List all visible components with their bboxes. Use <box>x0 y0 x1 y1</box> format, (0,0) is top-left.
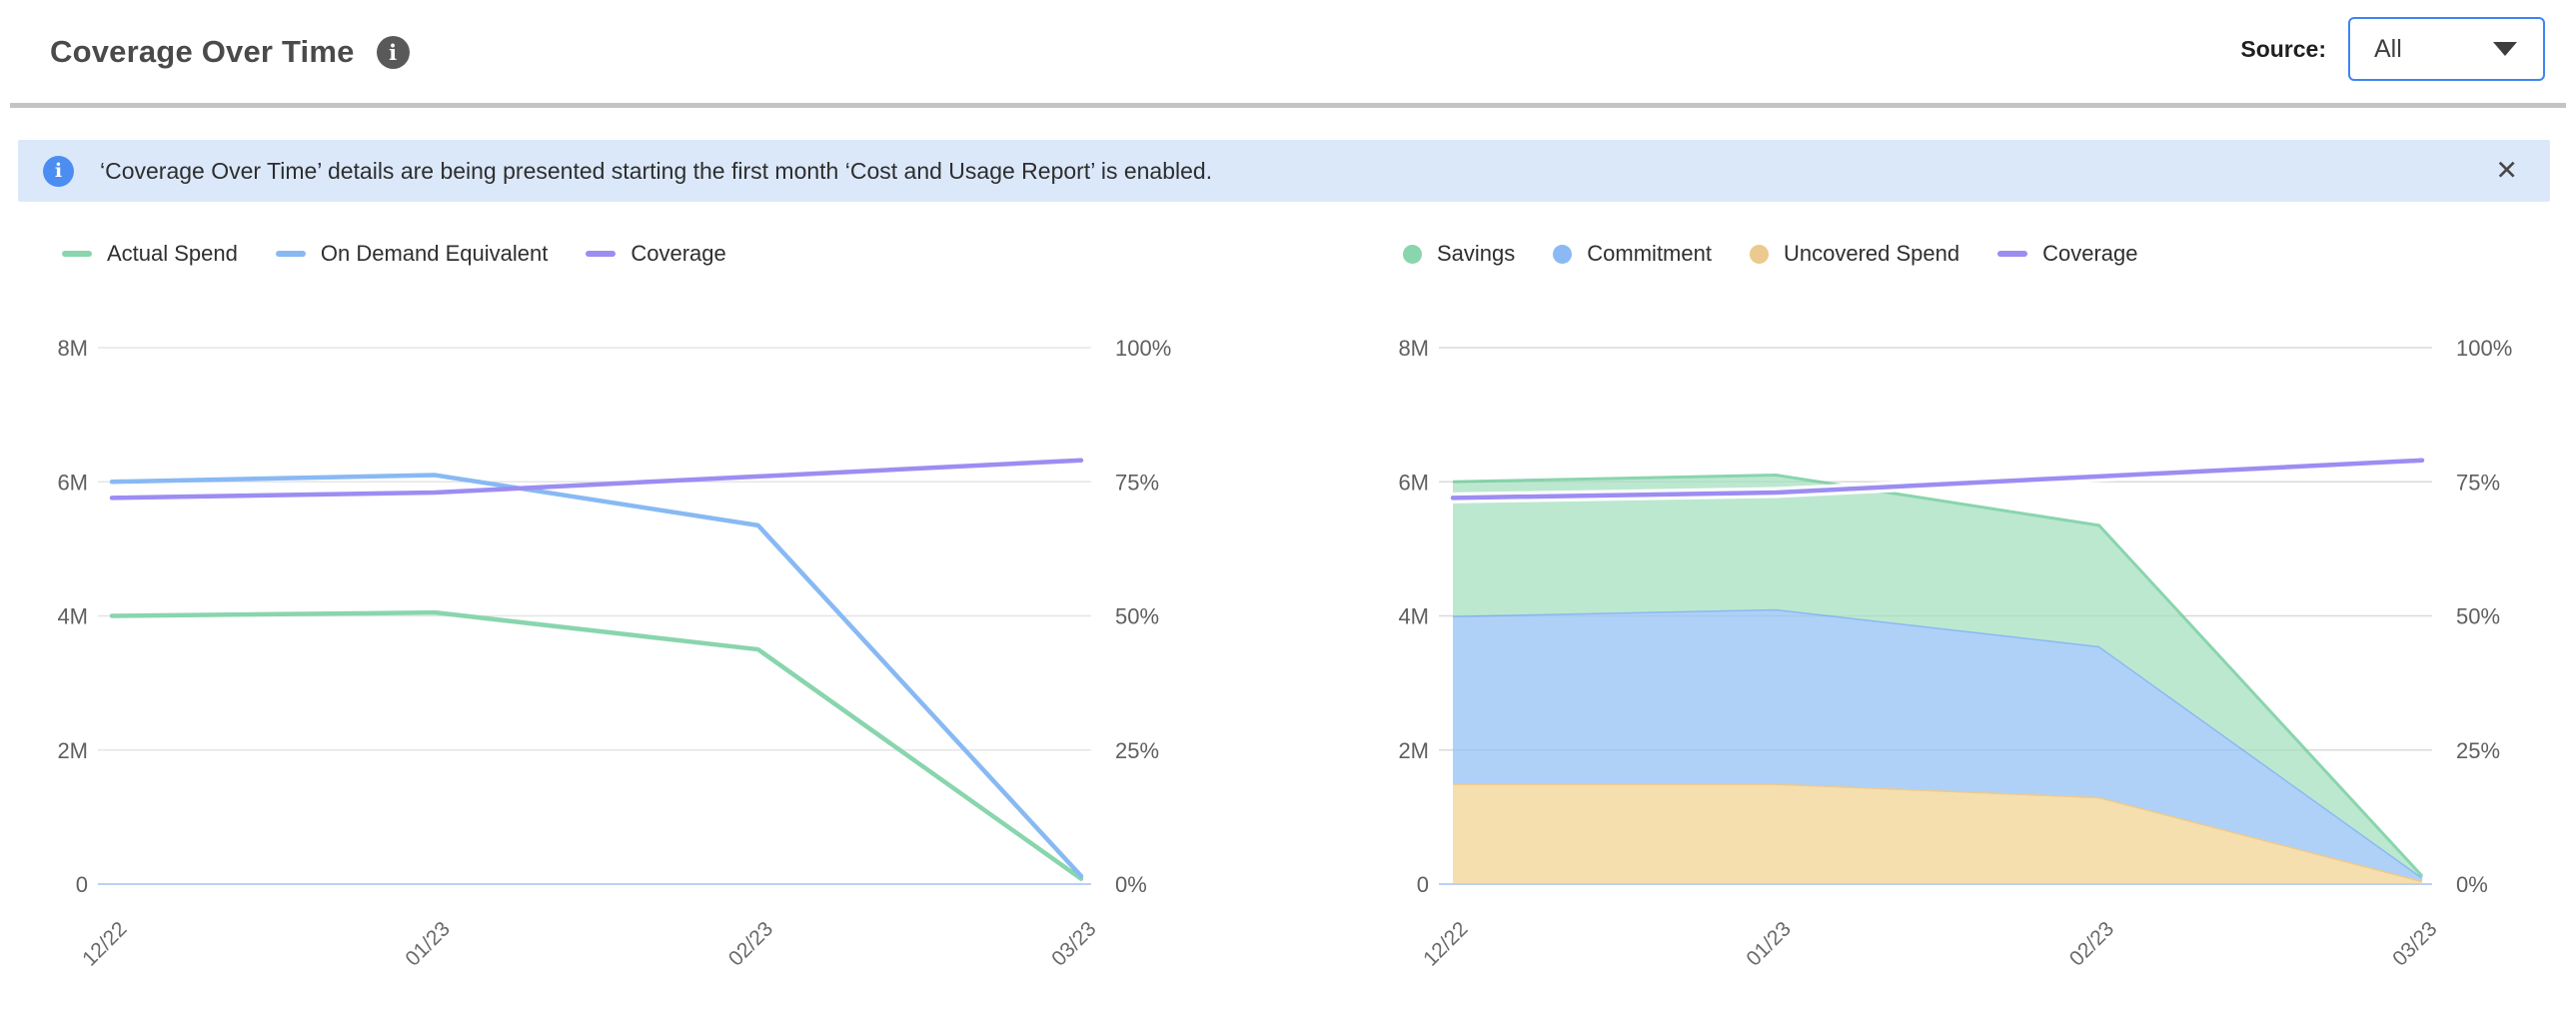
commitment-swatch <box>1553 244 1573 264</box>
source-label: Source: <box>2240 35 2326 62</box>
chevron-down-icon <box>2493 42 2517 56</box>
legend-label: Actual Spend <box>107 241 238 266</box>
banner-text: ‘Coverage Over Time’ details are being p… <box>100 157 1213 184</box>
chart-legend: Actual Spend On Demand Equivalent Coverage <box>20 228 1234 280</box>
legend-label: Commitment <box>1587 241 1712 266</box>
y-right-tick: 0% <box>2456 872 2488 897</box>
x-tick: 12/22 <box>78 917 131 970</box>
spend-lines-chart: Actual Spend On Demand Equivalent Coverage… <box>20 228 1234 1015</box>
y-right-tick: 100% <box>2456 336 2512 361</box>
panel-header: Coverage Over Time i Source: All <box>0 0 2576 104</box>
source-dropdown[interactable]: All <box>2348 17 2545 81</box>
legend-label: Coverage <box>2042 241 2138 266</box>
y-right-tick: 100% <box>1115 336 1171 361</box>
area-commitment <box>1453 608 2422 881</box>
y-right-tick: 25% <box>1115 738 1159 763</box>
coverage-swatch <box>586 251 617 257</box>
y-left-tick: 4M <box>57 604 88 629</box>
x-tick: 02/23 <box>2065 917 2118 970</box>
info-banner: i ‘Coverage Over Time’ details are being… <box>18 140 2550 202</box>
x-tick: 03/23 <box>1047 917 1100 970</box>
coverage-breakdown-chart: Savings Commitment Uncovered Spend Coverage… <box>1361 228 2575 1015</box>
banner-info-glyph: i <box>54 159 63 182</box>
area-uncovered-spend <box>1453 783 2422 884</box>
y-right-tick: 75% <box>1115 470 1159 495</box>
legend-item-actual-spend[interactable]: Actual Spend <box>62 241 238 267</box>
title-info-glyph: i <box>389 39 398 65</box>
legend-label: Uncovered Spend <box>1783 241 1960 266</box>
y-right-tick: 50% <box>1115 604 1159 629</box>
chart-legend: Savings Commitment Uncovered Spend Coverage <box>1361 228 2575 280</box>
y-right-tick: 75% <box>2456 470 2500 495</box>
x-tick: 01/23 <box>1742 917 1795 970</box>
y-left-tick: 0 <box>76 872 88 897</box>
y-right-tick: 0% <box>1115 872 1147 897</box>
savings-swatch <box>1403 244 1422 264</box>
legend-item-commitment[interactable]: Commitment <box>1553 241 1712 267</box>
legend-item-on-demand-equivalent[interactable]: On Demand Equivalent <box>275 241 549 267</box>
y-left-tick: 2M <box>1398 738 1429 763</box>
series-line-coverage <box>109 458 1084 501</box>
y-left-tick: 6M <box>1398 470 1429 495</box>
source-dropdown-value: All <box>2374 34 2402 63</box>
x-tick: 03/23 <box>2388 917 2441 970</box>
source-control: Source: All <box>2240 17 2545 81</box>
chart-canvas: 8M 6M 4M 2M 0 100% 75% 50% 25% 0% 12/22 01/23 02/23 0… <box>1398 336 2512 971</box>
banner-close-icon[interactable]: ✕ <box>2495 155 2518 186</box>
y-left-tick: 0 <box>1417 872 1429 897</box>
series-line-coverage <box>1450 458 2425 501</box>
legend-label: Savings <box>1437 241 1516 266</box>
legend-label: Coverage <box>631 241 726 266</box>
on-demand-equivalent-swatch <box>275 251 306 257</box>
y-left-tick: 6M <box>57 470 88 495</box>
legend-item-uncovered-spend[interactable]: Uncovered Spend <box>1749 241 1960 267</box>
y-left-tick: 4M <box>1398 604 1429 629</box>
series-line-on-demand-equivalent <box>109 473 1084 879</box>
legend-item-coverage[interactable]: Coverage <box>586 241 726 267</box>
area-edge-savings <box>1452 474 2424 877</box>
x-tick: 12/22 <box>1419 917 1472 970</box>
title-info-icon[interactable]: i <box>376 35 410 69</box>
x-tick: 02/23 <box>724 917 777 970</box>
y-right-tick: 25% <box>2456 738 2500 763</box>
legend-item-coverage[interactable]: Coverage <box>1997 241 2137 267</box>
page-title: Coverage Over Time <box>50 34 355 69</box>
y-left-tick: 8M <box>57 336 88 361</box>
coverage-swatch <box>1997 251 2028 257</box>
title-row: Coverage Over Time i <box>50 0 410 104</box>
series-line-actual-spend <box>109 609 1084 881</box>
x-tick: 01/23 <box>401 917 454 970</box>
legend-label: On Demand Equivalent <box>320 241 549 266</box>
area-savings <box>1453 475 2422 878</box>
y-left-tick: 8M <box>1398 336 1429 361</box>
y-left-tick: 2M <box>57 738 88 763</box>
actual-spend-swatch <box>62 251 92 257</box>
banner-info-icon: i <box>43 155 74 187</box>
y-right-tick: 50% <box>2456 604 2500 629</box>
chart-canvas: 8M 6M 4M 2M 0 100% 75% 50% 25% 0% 12/22 01/23 02/23 0… <box>57 336 1171 971</box>
uncovered-spend-swatch <box>1749 244 1769 264</box>
header-divider <box>10 103 2566 108</box>
legend-item-savings[interactable]: Savings <box>1403 241 1515 267</box>
